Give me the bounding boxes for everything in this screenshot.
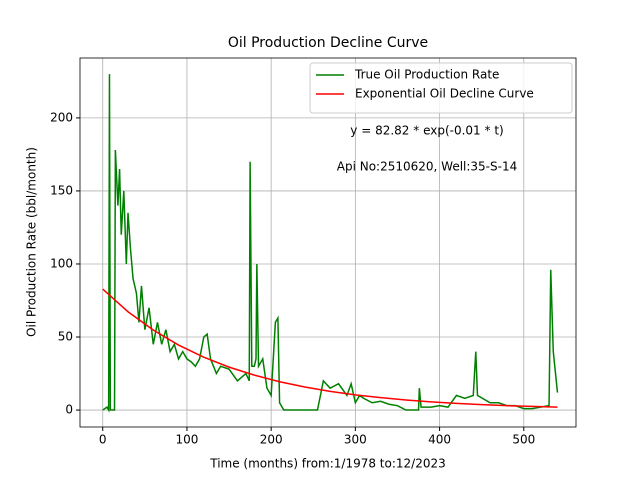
x-tick-label: 200 [260, 433, 283, 447]
x-tick-label: 500 [512, 433, 535, 447]
plot-frame [79, 57, 577, 428]
legend-box [309, 62, 573, 114]
data-line [102, 74, 559, 413]
x-tick-label: 400 [428, 433, 451, 447]
y-tick-label: 200 [50, 110, 73, 124]
x-tick-label: 0 [99, 433, 107, 447]
annotation: y = 82.82 * exp(-0.01 * t) [350, 124, 503, 138]
data-line [102, 288, 558, 408]
x-tick-label: 100 [175, 433, 198, 447]
legend-label: True Oil Production Rate [354, 68, 499, 82]
annotation: Api No:2510620, Well:35-S-14 [337, 160, 517, 174]
x-axis-label: Time (months) from:1/1978 to:12/2023 [209, 457, 446, 471]
chart-title: Oil Production Decline Curve [228, 35, 428, 51]
y-axis-label: Oil Production Rate (bbl/month) [25, 147, 39, 337]
y-tick-label: 150 [50, 183, 73, 197]
y-tick-label: 50 [58, 330, 73, 344]
y-tick-label: 0 [65, 403, 73, 417]
x-tick-label: 300 [344, 433, 367, 447]
y-tick-label: 100 [50, 256, 73, 270]
legend-label: Exponential Oil Decline Curve [355, 87, 534, 101]
